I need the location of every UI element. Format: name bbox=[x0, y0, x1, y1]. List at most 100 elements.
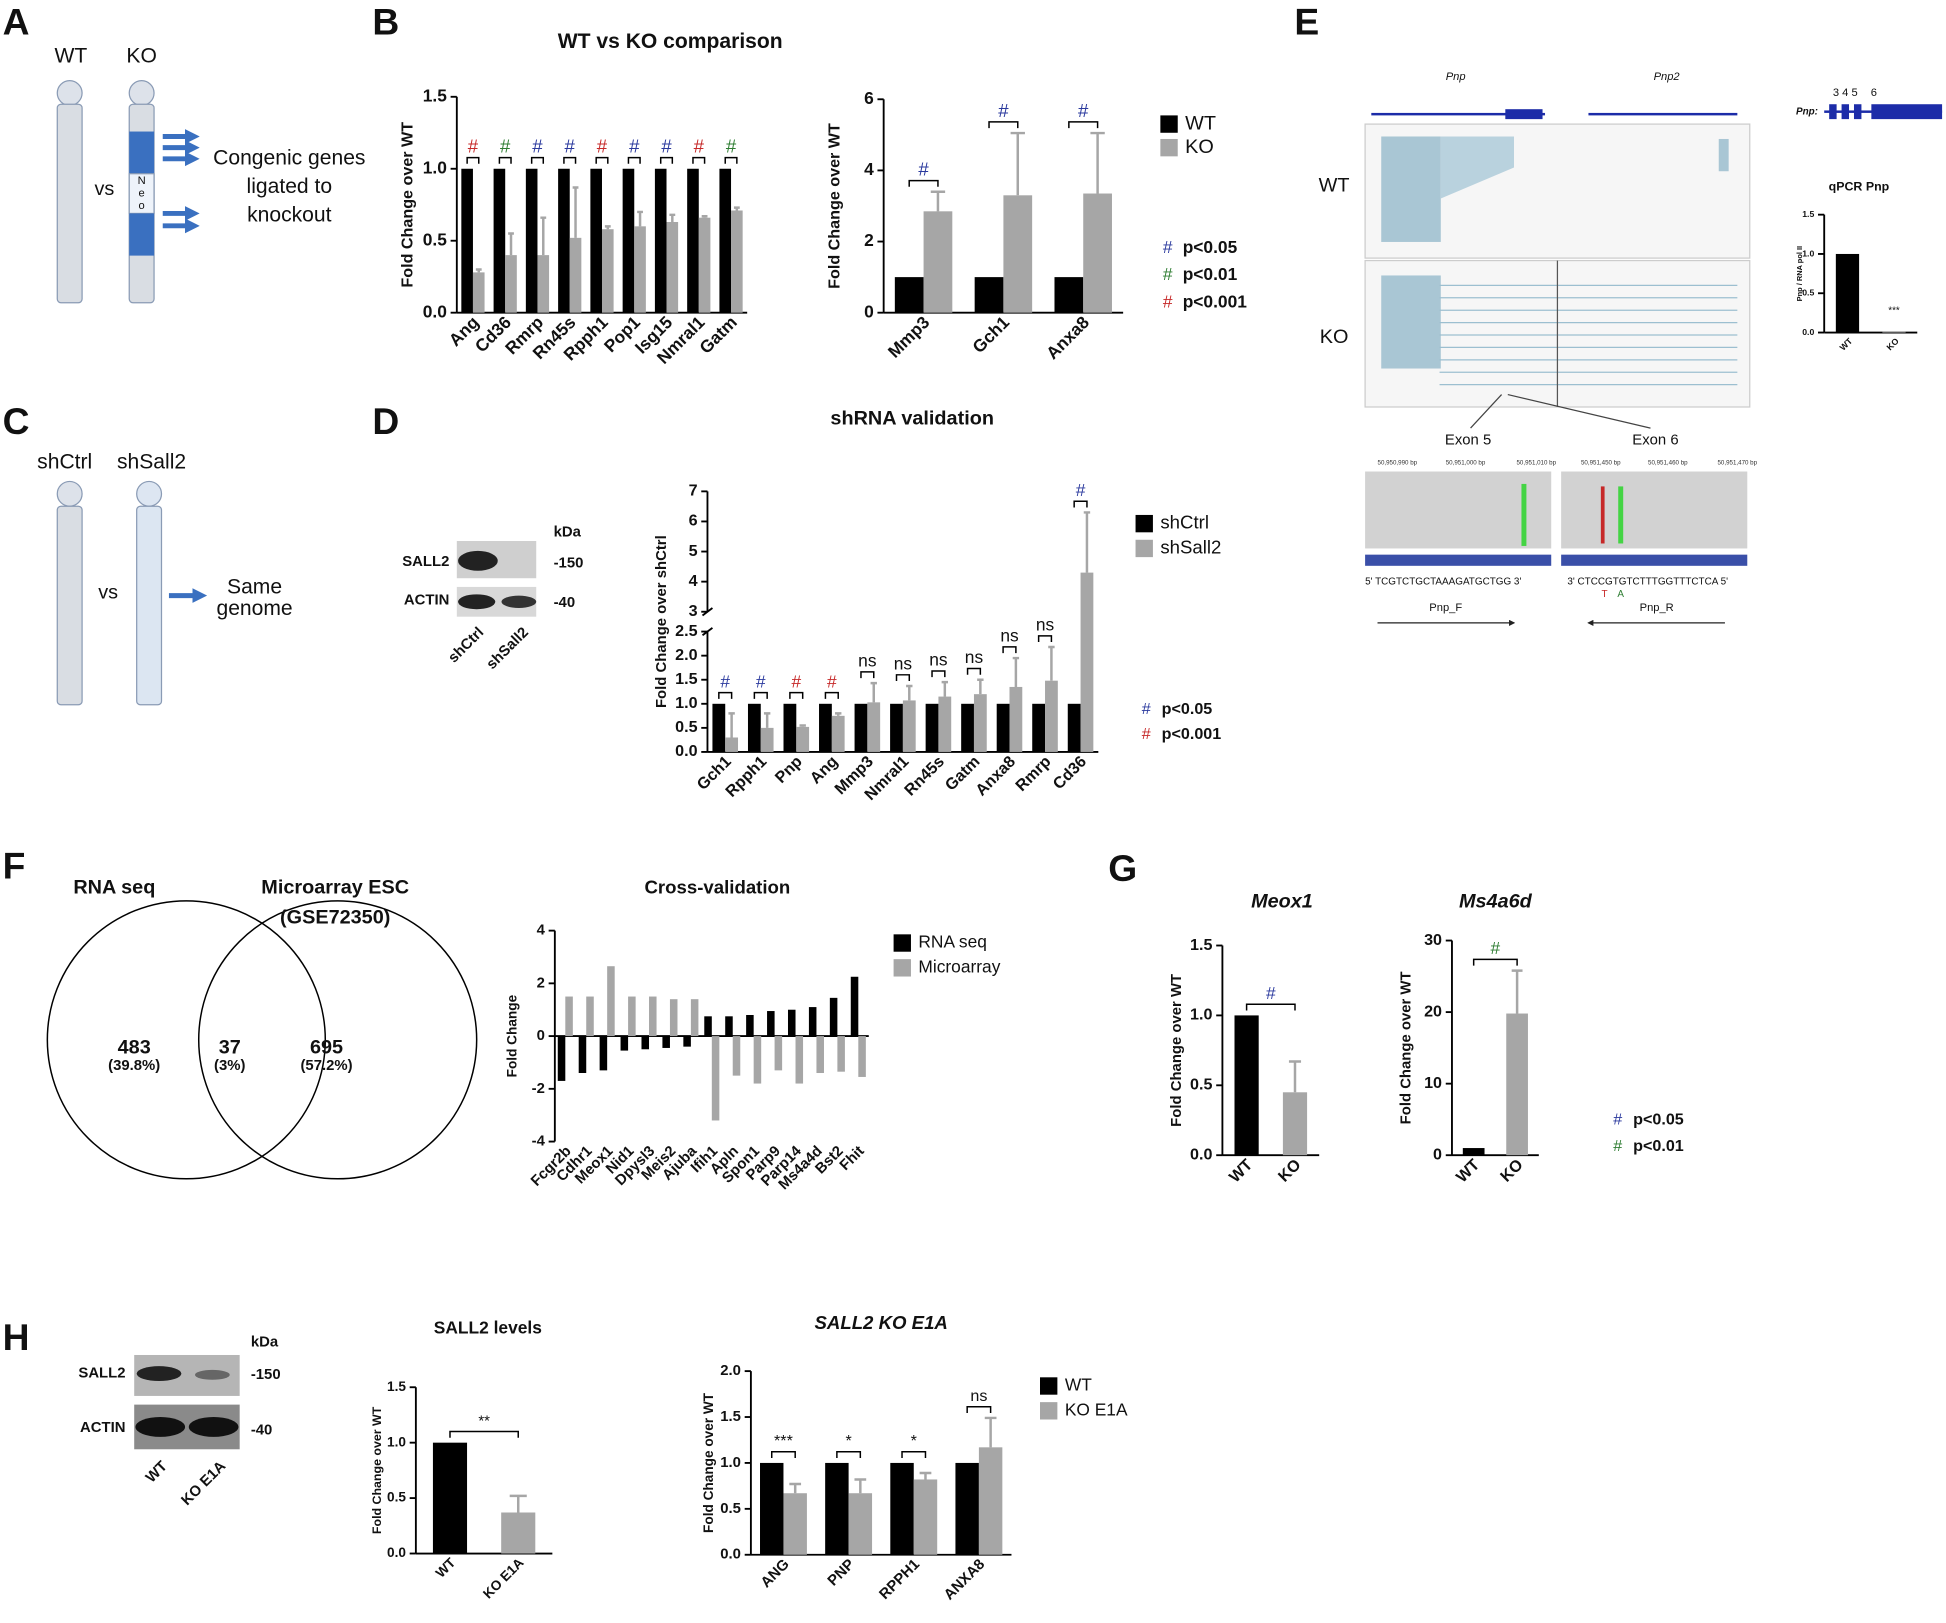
bar bbox=[753, 1036, 762, 1084]
y-axis-label: Fold Change over WT bbox=[1399, 971, 1415, 1124]
track-label: KO bbox=[1320, 326, 1349, 348]
legend-label: p<0.001 bbox=[1162, 725, 1222, 743]
significance-bracket bbox=[1037, 635, 1053, 643]
significance-bracket bbox=[1073, 500, 1088, 508]
legend-label: shCtrl bbox=[1160, 512, 1209, 533]
significance-bracket bbox=[1002, 646, 1017, 654]
translation bbox=[1365, 554, 1552, 566]
y-tick-label: 1.5 bbox=[1802, 209, 1814, 219]
bar bbox=[634, 226, 646, 313]
exon-number: 3 4 5 bbox=[1833, 87, 1858, 99]
bar bbox=[1080, 572, 1094, 752]
bar bbox=[601, 229, 614, 313]
bar bbox=[850, 976, 859, 1037]
label: genome bbox=[216, 597, 292, 620]
legend-label: shSall2 bbox=[1160, 536, 1221, 557]
significance-label: ns bbox=[970, 1387, 987, 1405]
congenic-segment bbox=[129, 131, 155, 174]
bar bbox=[628, 996, 636, 1037]
bar bbox=[867, 702, 881, 752]
legend-symbol: # bbox=[1163, 264, 1173, 284]
significance-bracket bbox=[860, 671, 875, 679]
y-axis-label: Fold Change over WT bbox=[370, 1406, 384, 1534]
exon bbox=[1871, 104, 1943, 120]
gene-name: Pnp bbox=[1446, 71, 1466, 83]
exon bbox=[1853, 104, 1862, 120]
panel-label: G bbox=[1108, 847, 1137, 889]
significance-bracket bbox=[966, 1406, 992, 1413]
error-bar bbox=[977, 678, 984, 695]
significance-bracket bbox=[563, 156, 577, 164]
coverage bbox=[1440, 136, 1514, 199]
chart-title: SALL2 levels bbox=[434, 1318, 542, 1338]
significance-label: # bbox=[1266, 983, 1276, 1003]
band bbox=[188, 1417, 239, 1437]
y-tick-label: 0.0 bbox=[423, 301, 447, 321]
significance-label: # bbox=[1076, 480, 1086, 500]
bar bbox=[890, 1462, 914, 1555]
bar bbox=[557, 1036, 566, 1081]
significance-label: ns bbox=[858, 651, 877, 671]
band bbox=[458, 550, 498, 571]
panel-label: D bbox=[372, 400, 399, 442]
significance-label: # bbox=[827, 671, 837, 691]
y-tick-label: 0.5 bbox=[675, 718, 697, 736]
bar bbox=[712, 703, 726, 752]
label: SALL2 bbox=[402, 554, 449, 570]
panel-label: E bbox=[1294, 1, 1319, 43]
variant bbox=[1618, 486, 1624, 544]
variant bbox=[1521, 483, 1527, 546]
coverage bbox=[1381, 136, 1441, 242]
bar bbox=[1506, 1013, 1528, 1156]
bar bbox=[432, 1442, 468, 1554]
bar bbox=[711, 1036, 720, 1121]
significance-bracket bbox=[718, 691, 733, 699]
bar bbox=[725, 1016, 733, 1037]
bar bbox=[569, 237, 582, 313]
y-tick-label: 0.0 bbox=[720, 1547, 741, 1563]
legend-swatch bbox=[1160, 115, 1178, 133]
significance-label: # bbox=[791, 671, 801, 691]
panel-label: F bbox=[3, 844, 26, 886]
legend-label: WT bbox=[1185, 112, 1216, 134]
error-bar bbox=[763, 712, 771, 728]
legend-label: p<0.05 bbox=[1633, 1111, 1684, 1129]
significance-bracket bbox=[966, 667, 982, 675]
bar bbox=[902, 700, 916, 752]
sequence: 5' TCGTCTGCTAAAGATGCTGG 3' bbox=[1365, 577, 1521, 588]
coverage bbox=[1381, 275, 1441, 369]
error-bar bbox=[854, 1478, 867, 1494]
exon-label: Exon 5 bbox=[1445, 432, 1491, 448]
region-count: 37 bbox=[219, 1037, 241, 1059]
legend-label: Microarray bbox=[918, 956, 1000, 976]
y-tick-label: 7 bbox=[689, 482, 698, 500]
bar bbox=[825, 1462, 849, 1555]
chromosome bbox=[56, 505, 83, 706]
panel-e-genome-browser: Pnp Pnp2 WT KO Exon 5 Exon 6 50,950,990 … bbox=[1319, 71, 1943, 626]
reads bbox=[1365, 471, 1552, 549]
bar bbox=[1882, 331, 1906, 333]
significance-label: # bbox=[694, 136, 705, 157]
mismatch: T bbox=[1602, 589, 1608, 600]
legend-label: p<0.01 bbox=[1183, 264, 1238, 284]
significance-label: # bbox=[565, 136, 576, 157]
y-tick-label: 4 bbox=[864, 159, 874, 179]
panel-labels: A B C D E F G H bbox=[3, 1, 1320, 1358]
y-tick-label: 6 bbox=[689, 512, 698, 530]
legend-swatch bbox=[1135, 539, 1153, 558]
significance-label: ns bbox=[894, 653, 913, 673]
legend-label: WT bbox=[1065, 1375, 1092, 1395]
error-bar bbox=[1511, 969, 1523, 1014]
y-tick-label: 1.0 bbox=[1802, 248, 1814, 258]
significance-bracket bbox=[498, 156, 512, 164]
legend-label: KO E1A bbox=[1065, 1399, 1128, 1419]
panel-label: B bbox=[372, 1, 399, 43]
y-axis-label: Fold Change bbox=[505, 994, 520, 1077]
bar bbox=[1282, 1092, 1308, 1156]
significance-label: # bbox=[500, 136, 511, 157]
y-axis-label: Pnp / RNA pol II bbox=[1795, 246, 1804, 302]
error-bar bbox=[669, 213, 676, 223]
legend-swatch bbox=[893, 959, 911, 977]
label: KO bbox=[126, 45, 156, 68]
legend-swatch bbox=[1135, 514, 1153, 533]
